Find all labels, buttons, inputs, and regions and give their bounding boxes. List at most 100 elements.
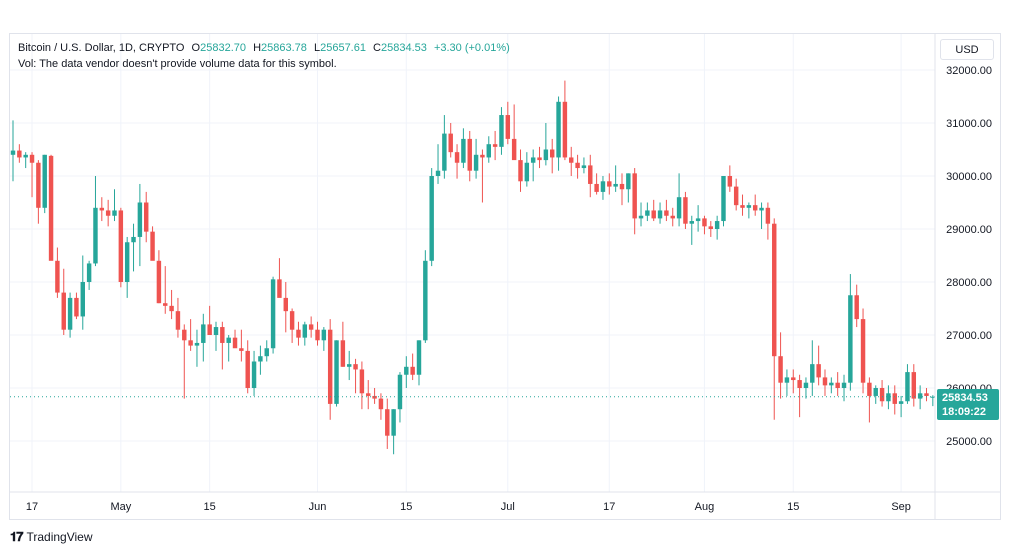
- candle-layer: [10, 80, 936, 455]
- candle-body: [708, 226, 714, 229]
- grid-layer: [10, 34, 935, 492]
- candle-body: [537, 157, 542, 161]
- candle-body: [124, 242, 130, 282]
- candle-body: [461, 138, 466, 163]
- candle-body: [131, 236, 136, 243]
- candle-body: [36, 162, 41, 208]
- price-tick-label: 32000.00: [946, 65, 992, 77]
- candle-body: [486, 144, 491, 158]
- time-axis: 17 May 15 Jun 15 Jul 17 Aug 15 Sep: [10, 491, 1000, 513]
- candle-body: [23, 154, 28, 158]
- time-tick-label: 17: [603, 501, 615, 513]
- candle-body: [810, 364, 815, 383]
- candle-body: [175, 311, 181, 330]
- candle-body: [226, 337, 231, 343]
- candle-body: [860, 319, 866, 383]
- candle-body: [829, 382, 834, 386]
- candle-body: [892, 393, 897, 404]
- time-tick-label: May: [110, 501, 131, 513]
- candle-body: [600, 181, 606, 192]
- candle-body: [784, 377, 790, 383]
- candle-body: [676, 197, 682, 219]
- change-value: +3.30 (+0.01%): [433, 42, 510, 54]
- candle-body: [613, 183, 618, 187]
- candle-body: [93, 207, 98, 264]
- candle-body: [759, 207, 764, 211]
- open-label: O: [191, 42, 201, 54]
- candle-body: [169, 305, 174, 312]
- candle-body: [207, 324, 212, 335]
- candle-body: [562, 101, 568, 158]
- candle-body: [854, 295, 859, 320]
- candle-body: [308, 324, 314, 330]
- price-axis: 25000.0026000.0027000.0028000.0029000.00…: [934, 34, 992, 519]
- candle-body: [733, 186, 739, 206]
- candle-body: [702, 218, 707, 227]
- time-tick-label: Sep: [891, 501, 911, 513]
- countdown-value: 18:09:22: [942, 405, 987, 418]
- candle-body: [797, 380, 802, 388]
- candle-body: [239, 348, 244, 351]
- candle-body: [886, 393, 891, 402]
- time-tick-label: Aug: [695, 501, 715, 513]
- tradingview-logo-icon: 𝟏𝟕: [10, 529, 24, 544]
- candle-body: [194, 342, 200, 346]
- candle-body: [61, 292, 66, 330]
- symbol-title: Bitcoin / U.S. Dollar, 1D, CRYPTO: [18, 42, 185, 54]
- candle-body: [518, 160, 523, 182]
- candle-body: [803, 382, 809, 388]
- candle-body: [429, 176, 434, 261]
- candle-body: [391, 409, 396, 436]
- candle-body: [321, 329, 327, 341]
- candle-body: [638, 215, 644, 219]
- candle-body: [689, 221, 694, 224]
- candle-body: [423, 260, 428, 341]
- candle-body: [619, 183, 625, 190]
- candle-body: [80, 282, 86, 317]
- open-value: 25832.70: [200, 42, 246, 54]
- candle-body: [752, 205, 758, 211]
- candle-body: [626, 173, 631, 190]
- candle-body: [270, 279, 276, 349]
- candle-body: [632, 173, 637, 219]
- candle-body: [118, 210, 124, 282]
- candle-body: [791, 377, 796, 381]
- chart-frame[interactable]: [9, 33, 1001, 520]
- time-tick-label: 17: [26, 501, 38, 513]
- candle-body: [29, 154, 35, 163]
- candle-body: [366, 393, 371, 396]
- candle-body: [695, 218, 701, 222]
- brand-watermark[interactable]: 𝟏𝟕 TradingView: [10, 529, 93, 545]
- candle-body: [492, 144, 498, 147]
- candle-body: [143, 202, 149, 232]
- candle-body: [740, 205, 745, 208]
- candle-body: [575, 162, 580, 169]
- candle-body: [848, 295, 853, 383]
- candle-body: [416, 340, 422, 375]
- candle-body: [607, 181, 612, 187]
- candle-body: [150, 231, 155, 261]
- candle-body: [651, 210, 656, 219]
- candle-body: [454, 152, 460, 163]
- candle-body: [435, 170, 441, 176]
- candle-body: [302, 324, 308, 338]
- currency-button[interactable]: USD: [940, 39, 994, 60]
- candle-body: [201, 324, 206, 343]
- candle-body: [505, 115, 511, 139]
- candle-body: [911, 372, 917, 399]
- candle-body: [258, 356, 263, 362]
- candle-body: [327, 329, 333, 404]
- last-price-value: 25834.53: [942, 391, 988, 404]
- candle-body: [232, 337, 238, 349]
- candle-body: [404, 366, 409, 375]
- candle-body: [55, 260, 60, 293]
- candle-body: [765, 207, 771, 224]
- candle-body: [714, 221, 720, 229]
- candle-body: [898, 401, 904, 404]
- brand-name: TradingView: [26, 530, 93, 544]
- low-label: L: [313, 42, 321, 54]
- candle-body: [873, 388, 878, 396]
- price-tick-label: 25000.00: [946, 436, 992, 448]
- candle-body: [588, 165, 593, 184]
